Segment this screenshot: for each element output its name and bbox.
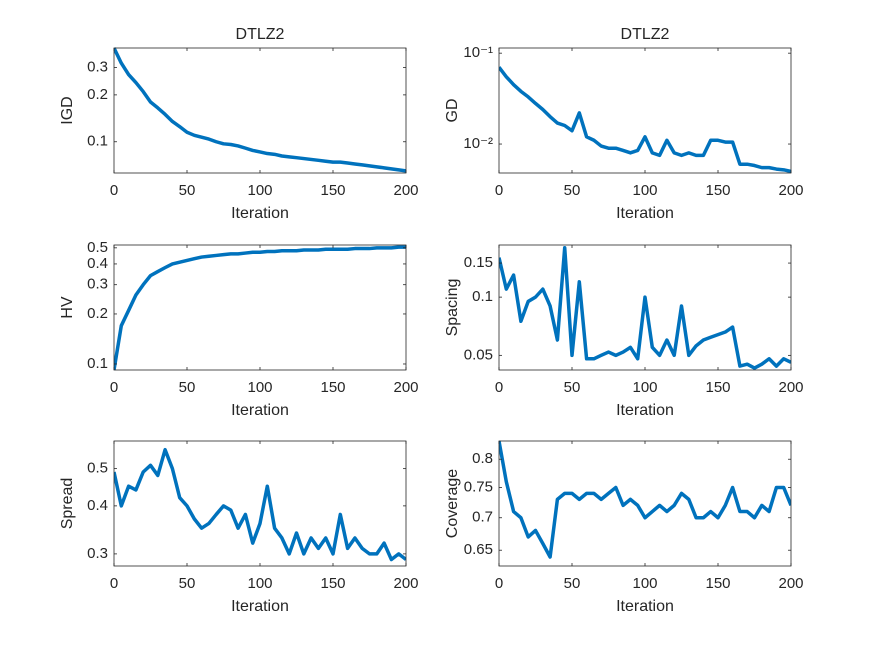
y-tick-label: 0.05 (464, 346, 493, 363)
x-tick-label: 150 (705, 379, 730, 396)
data-line (114, 245, 406, 371)
y-axis-label: GD (444, 99, 461, 123)
y-axis-label: Coverage (444, 469, 461, 538)
y-tick-label: 0.4 (87, 497, 108, 514)
data-line (114, 47, 406, 173)
y-tick-label: 0.3 (87, 545, 108, 562)
y-tick-label: 0.5 (87, 239, 108, 256)
data-line (499, 246, 791, 370)
y-tick-label: 0.2 (87, 86, 108, 103)
y-tick-label: 0.3 (87, 58, 108, 75)
y-tick-label: 0.65 (464, 541, 493, 558)
x-tick-label: 0 (495, 575, 503, 592)
x-axis-label: Iteration (616, 205, 674, 222)
y-tick-label: 0.4 (87, 255, 108, 272)
data-line (499, 66, 791, 174)
y-axis-label: Spacing (444, 279, 461, 337)
x-tick-label: 0 (110, 379, 118, 396)
x-tick-label: 200 (393, 379, 418, 396)
x-tick-label: 200 (778, 575, 803, 592)
x-tick-label: 150 (320, 575, 345, 592)
y-tick-label: 10⁻² (463, 135, 493, 152)
y-tick-label: 0.1 (472, 288, 493, 305)
chart-title: DTLZ2 (236, 26, 285, 43)
x-tick-label: 150 (320, 182, 345, 199)
y-tick-label: 0.15 (464, 254, 493, 271)
x-axis-label: Iteration (231, 205, 289, 222)
x-tick-label: 50 (564, 379, 581, 396)
x-tick-label: 100 (632, 575, 657, 592)
x-tick-label: 50 (564, 575, 581, 592)
x-tick-label: 150 (320, 379, 345, 396)
x-tick-label: 50 (564, 182, 581, 199)
x-tick-label: 200 (393, 182, 418, 199)
x-tick-label: 100 (632, 379, 657, 396)
y-axis-label: Spread (59, 478, 76, 530)
x-axis-label: Iteration (231, 598, 289, 615)
x-tick-label: 0 (110, 182, 118, 199)
x-axis-label: Iteration (616, 598, 674, 615)
x-tick-label: 100 (247, 575, 272, 592)
y-tick-label: 0.3 (87, 276, 108, 293)
y-tick-label: 0.8 (472, 450, 493, 467)
x-tick-label: 150 (705, 182, 730, 199)
x-tick-label: 100 (632, 182, 657, 199)
x-axis-label: Iteration (616, 402, 674, 419)
y-tick-label: 0.5 (87, 460, 108, 477)
x-tick-label: 200 (778, 182, 803, 199)
x-tick-label: 0 (495, 182, 503, 199)
x-tick-label: 50 (179, 182, 196, 199)
x-tick-label: 200 (778, 379, 803, 396)
y-tick-label: 10⁻¹ (463, 44, 493, 61)
y-tick-label: 0.1 (87, 133, 108, 150)
y-tick-label: 0.1 (87, 355, 108, 372)
data-line (114, 447, 406, 562)
y-axis-label: IGD (59, 96, 76, 124)
x-tick-label: 100 (247, 379, 272, 396)
x-tick-label: 0 (110, 575, 118, 592)
y-tick-label: 0.75 (464, 478, 493, 495)
x-tick-label: 150 (705, 575, 730, 592)
x-tick-label: 100 (247, 182, 272, 199)
x-tick-label: 200 (393, 575, 418, 592)
y-tick-label: 0.2 (87, 305, 108, 322)
data-line (499, 440, 791, 559)
x-axis-label: Iteration (231, 402, 289, 419)
y-axis-label: HV (59, 296, 76, 319)
chart-title: DTLZ2 (621, 26, 670, 43)
y-tick-label: 0.7 (472, 509, 493, 526)
x-tick-label: 0 (495, 379, 503, 396)
x-tick-label: 50 (179, 575, 196, 592)
x-tick-label: 50 (179, 379, 196, 396)
